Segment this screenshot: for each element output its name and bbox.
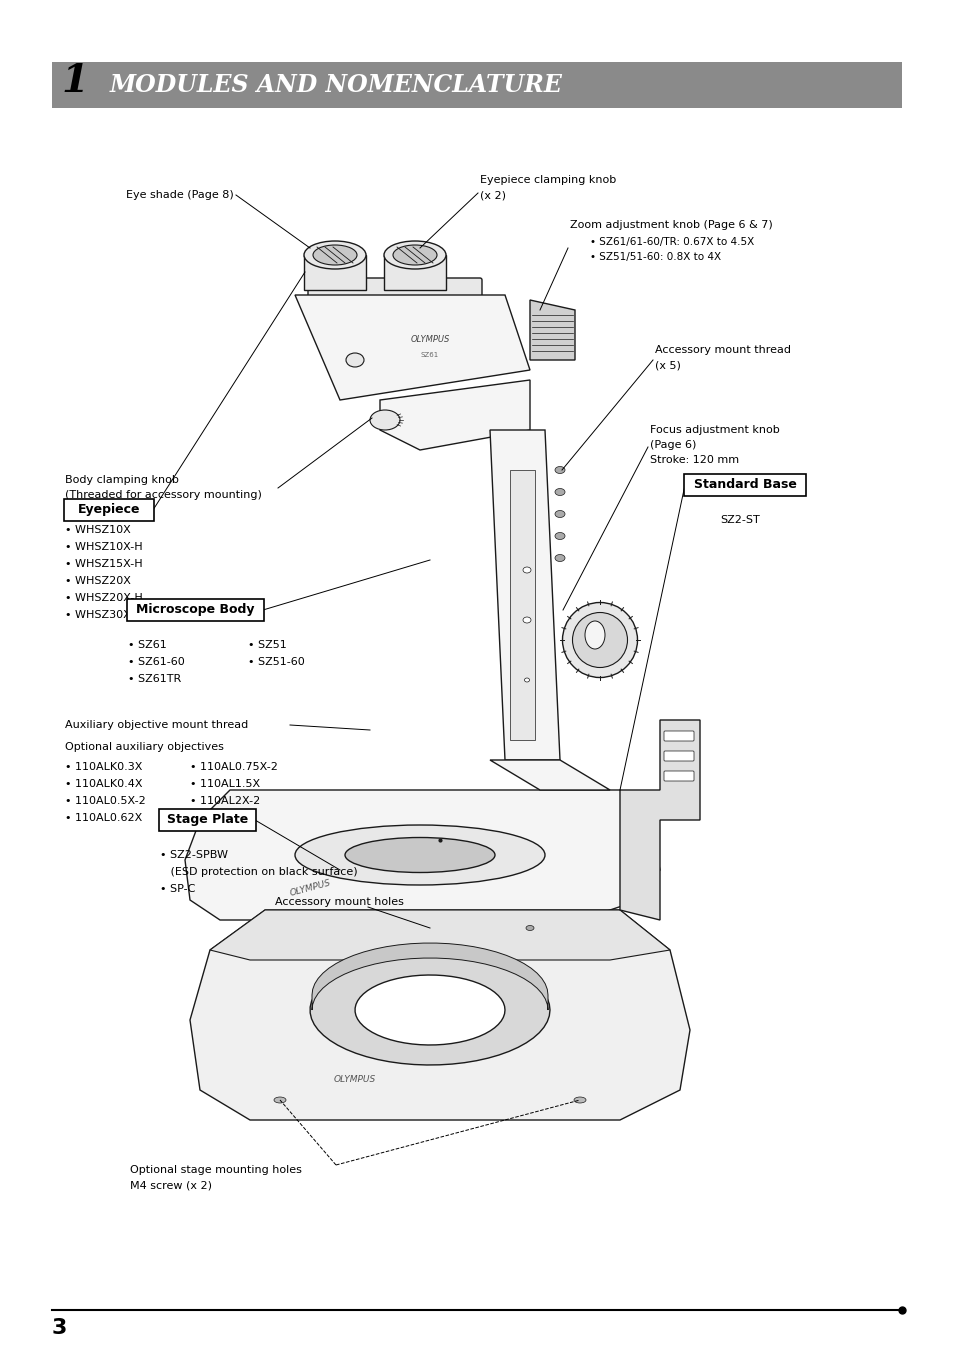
Polygon shape xyxy=(490,761,609,790)
Text: • WHSZ20X-H: • WHSZ20X-H xyxy=(65,593,143,603)
Text: Eyepiece clamping knob: Eyepiece clamping knob xyxy=(479,176,616,185)
FancyBboxPatch shape xyxy=(304,255,366,290)
Text: • SZ61-60: • SZ61-60 xyxy=(128,657,185,667)
Text: OLYMPUS: OLYMPUS xyxy=(334,1075,375,1085)
FancyBboxPatch shape xyxy=(663,731,693,740)
Text: Stroke: 120 mm: Stroke: 120 mm xyxy=(649,455,739,465)
Ellipse shape xyxy=(555,554,564,562)
Ellipse shape xyxy=(524,678,529,682)
Polygon shape xyxy=(294,295,530,400)
Text: Microscope Body: Microscope Body xyxy=(136,604,254,616)
Polygon shape xyxy=(190,911,689,1120)
Ellipse shape xyxy=(345,838,495,873)
Ellipse shape xyxy=(274,1097,286,1102)
Text: • WHSZ20X: • WHSZ20X xyxy=(65,576,131,586)
Text: • SZ51-60: • SZ51-60 xyxy=(248,657,304,667)
Text: • WHSZ15X-H: • WHSZ15X-H xyxy=(65,559,143,569)
Ellipse shape xyxy=(294,825,544,885)
Polygon shape xyxy=(379,380,530,450)
Text: (Threaded for accessory mounting): (Threaded for accessory mounting) xyxy=(65,490,262,500)
Ellipse shape xyxy=(393,245,436,265)
Text: Optional stage mounting holes: Optional stage mounting holes xyxy=(130,1165,301,1175)
Text: • SZ61: • SZ61 xyxy=(128,640,167,650)
Text: • 110AL2X-2: • 110AL2X-2 xyxy=(190,796,260,807)
Text: Focus adjustment knob: Focus adjustment knob xyxy=(649,426,779,435)
Ellipse shape xyxy=(572,612,627,667)
Text: Eye shade (Page 8): Eye shade (Page 8) xyxy=(126,190,233,200)
Text: • 110ALK0.4X: • 110ALK0.4X xyxy=(65,780,142,789)
Ellipse shape xyxy=(555,511,564,517)
Ellipse shape xyxy=(555,489,564,496)
Ellipse shape xyxy=(574,1097,585,1102)
Text: • SP-C: • SP-C xyxy=(160,884,195,894)
Text: • SZ51: • SZ51 xyxy=(248,640,287,650)
Text: (Page 6): (Page 6) xyxy=(649,440,696,450)
Text: • SZ2-SPBW: • SZ2-SPBW xyxy=(160,850,228,861)
Polygon shape xyxy=(355,975,504,1044)
Ellipse shape xyxy=(584,621,604,648)
Polygon shape xyxy=(490,430,559,761)
FancyBboxPatch shape xyxy=(127,598,264,621)
Text: 3: 3 xyxy=(52,1319,68,1337)
Polygon shape xyxy=(210,911,669,961)
FancyBboxPatch shape xyxy=(308,278,481,297)
Text: Zoom adjustment knob (Page 6 & 7): Zoom adjustment knob (Page 6 & 7) xyxy=(569,220,772,230)
Text: Optional auxiliary objectives: Optional auxiliary objectives xyxy=(65,742,224,753)
Text: OLYMPUS: OLYMPUS xyxy=(410,335,449,345)
Ellipse shape xyxy=(304,240,366,269)
Text: • SZ61/61-60/TR: 0.67X to 4.5X: • SZ61/61-60/TR: 0.67X to 4.5X xyxy=(589,236,754,247)
Text: 1: 1 xyxy=(61,62,89,100)
Text: Eyepiece: Eyepiece xyxy=(77,504,140,516)
FancyBboxPatch shape xyxy=(683,474,805,496)
Ellipse shape xyxy=(555,466,564,473)
Ellipse shape xyxy=(555,532,564,539)
Ellipse shape xyxy=(525,925,534,931)
Ellipse shape xyxy=(346,353,364,367)
Polygon shape xyxy=(185,790,659,920)
FancyBboxPatch shape xyxy=(384,255,446,290)
Text: OLYMPUS: OLYMPUS xyxy=(288,878,332,898)
Text: • 110AL1.5X: • 110AL1.5X xyxy=(190,780,260,789)
Ellipse shape xyxy=(384,240,446,269)
Text: • WHSZ10X-H: • WHSZ10X-H xyxy=(65,542,143,553)
FancyBboxPatch shape xyxy=(64,499,153,521)
Text: • 110AL0.62X: • 110AL0.62X xyxy=(65,813,142,823)
Ellipse shape xyxy=(522,567,531,573)
Text: (x 2): (x 2) xyxy=(479,190,505,200)
Text: Stage Plate: Stage Plate xyxy=(167,813,248,827)
Text: • WHSZ10X: • WHSZ10X xyxy=(65,526,131,535)
FancyBboxPatch shape xyxy=(159,809,255,831)
Ellipse shape xyxy=(370,409,399,430)
Text: • 110ALK0.3X: • 110ALK0.3X xyxy=(65,762,142,771)
Text: Auxiliary objective mount thread: Auxiliary objective mount thread xyxy=(65,720,248,730)
FancyBboxPatch shape xyxy=(52,62,901,108)
Text: Accessory mount holes: Accessory mount holes xyxy=(274,897,403,907)
Text: (ESD protection on black surface): (ESD protection on black surface) xyxy=(160,867,357,877)
Polygon shape xyxy=(310,955,550,1065)
Text: • 110AL0.5X-2: • 110AL0.5X-2 xyxy=(65,796,146,807)
Polygon shape xyxy=(530,300,575,359)
Text: M4 screw (x 2): M4 screw (x 2) xyxy=(130,1181,212,1192)
Text: MODULES AND NOMENCLATURE: MODULES AND NOMENCLATURE xyxy=(110,73,562,97)
Text: • WHSZ30X-H: • WHSZ30X-H xyxy=(65,611,143,620)
Text: SZ2-ST: SZ2-ST xyxy=(720,515,759,526)
FancyBboxPatch shape xyxy=(510,470,535,740)
Text: • SZ51/51-60: 0.8X to 4X: • SZ51/51-60: 0.8X to 4X xyxy=(589,253,720,262)
Ellipse shape xyxy=(562,603,637,677)
Text: (x 5): (x 5) xyxy=(655,359,680,370)
FancyBboxPatch shape xyxy=(663,771,693,781)
Polygon shape xyxy=(619,720,700,920)
Text: • 110AL0.75X-2: • 110AL0.75X-2 xyxy=(190,762,277,771)
Text: Accessory mount thread: Accessory mount thread xyxy=(655,345,790,355)
Text: Body clamping knob: Body clamping knob xyxy=(65,476,179,485)
Ellipse shape xyxy=(522,617,531,623)
Text: Standard Base: Standard Base xyxy=(693,478,796,492)
Polygon shape xyxy=(312,943,547,1011)
Ellipse shape xyxy=(313,245,356,265)
Text: • SZ61TR: • SZ61TR xyxy=(128,674,181,684)
FancyBboxPatch shape xyxy=(663,751,693,761)
Text: SZ61: SZ61 xyxy=(420,353,438,358)
